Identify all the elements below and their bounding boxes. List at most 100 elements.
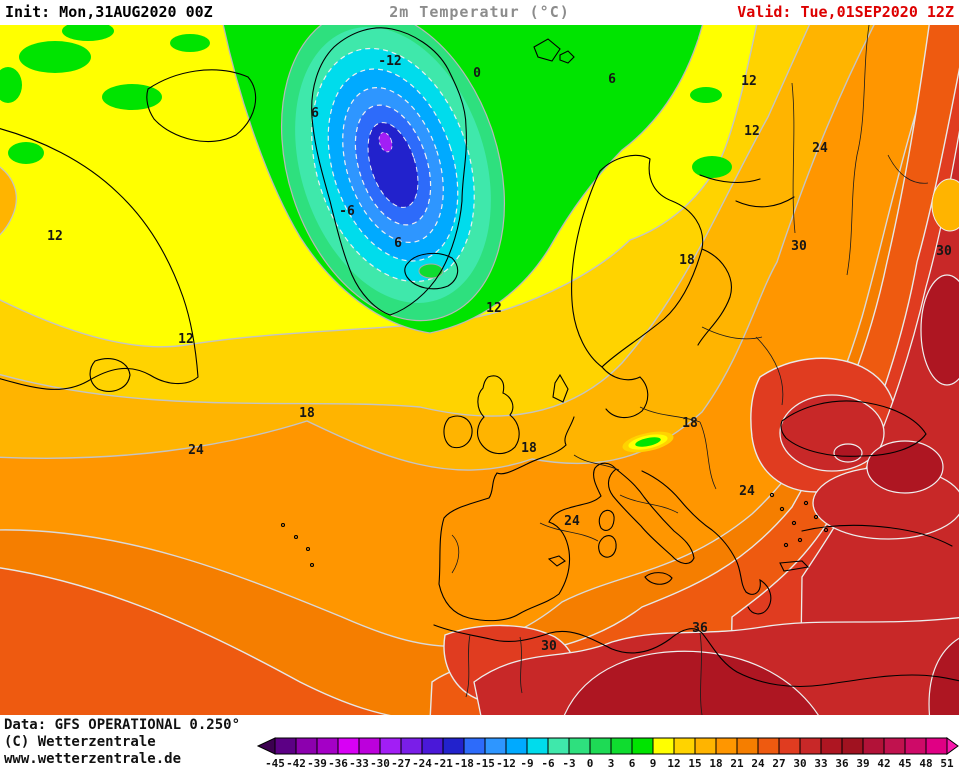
contour-label: 18 xyxy=(679,253,695,268)
colorbar-segment xyxy=(757,737,780,755)
colorbar-tick-label: -30 xyxy=(370,757,390,770)
contour-label: 24 xyxy=(739,484,755,499)
border-lines xyxy=(451,25,929,715)
contour-label: 6 xyxy=(394,236,402,251)
colorbar-segment xyxy=(379,737,402,755)
contour-label: 0 xyxy=(473,66,481,81)
colorbar-tick-label: 12 xyxy=(667,757,680,770)
colorbar-segment xyxy=(673,737,696,755)
valid-time-label: Valid: Tue,01SEP2020 12Z xyxy=(737,3,954,21)
colorbar-segment xyxy=(715,737,738,755)
coastlines xyxy=(0,27,959,687)
contour-label: 12 xyxy=(744,124,760,139)
colorbar-arrow-right xyxy=(946,737,959,755)
colorbar-segment xyxy=(274,737,297,755)
greenland-cold-core xyxy=(280,25,506,322)
colorbar-segment xyxy=(400,737,423,755)
colorbar-segment xyxy=(295,737,318,755)
colorbar-segment xyxy=(463,737,486,755)
colorbar-tick-label: 15 xyxy=(688,757,701,770)
gold-patch-east xyxy=(931,178,959,232)
contour-label: 12 xyxy=(486,301,502,316)
contour-label: 24 xyxy=(564,514,580,529)
website-label: www.wetterzentrale.de xyxy=(4,751,182,767)
colorbar-tick-label: 30 xyxy=(793,757,806,770)
colorbar-tick-label: -36 xyxy=(328,757,348,770)
colorbar-tick-label: 51 xyxy=(940,757,954,770)
colorbar-segment xyxy=(526,737,549,755)
contour-label: -12 xyxy=(378,54,401,69)
contour-label: 12 xyxy=(178,332,194,347)
contour-label: 6 xyxy=(608,72,616,87)
colorbar-tick-label: 24 xyxy=(751,757,765,770)
colorbar-tick-label: -27 xyxy=(391,757,411,770)
contour-label: 36 xyxy=(692,621,708,636)
colorbar-segment xyxy=(736,737,759,755)
colorbar-tick-label: -33 xyxy=(349,757,369,770)
colorbar-segment xyxy=(316,737,339,755)
band-west-wedge xyxy=(0,166,17,236)
init-time-label: Init: Mon,31AUG2020 00Z xyxy=(5,3,213,21)
contour-label: 18 xyxy=(521,441,537,456)
temperature-map: 6 -12 0 -6 6 12 12 6 12 12 24 30 30 12 18 18 24 18 18 24 24 3… xyxy=(0,25,959,715)
contour-label: -6 xyxy=(339,204,355,219)
copyright-label: (C) Wetterzentrale xyxy=(4,734,156,750)
colorbar-segment xyxy=(421,737,444,755)
colorbar-tick-label: -24 xyxy=(412,757,432,770)
colorbar-segment xyxy=(862,737,885,755)
colorbar-tick-label: -9 xyxy=(520,757,533,770)
colorbar-segment xyxy=(652,737,675,755)
colorbar-tick-label: -18 xyxy=(454,757,474,770)
footer-bar: Data: GFS OPERATIONAL 0.250° (C) Wetterz… xyxy=(0,715,959,770)
colorbar-segment xyxy=(841,737,864,755)
colorbar-arrow-left xyxy=(256,737,276,755)
contour-label: 30 xyxy=(791,239,807,254)
colorbar-tick-label: -15 xyxy=(475,757,495,770)
colorbar-tick-label: 21 xyxy=(730,757,744,770)
header-bar: Init: Mon,31AUG2020 00Z 2m Temperatur (°… xyxy=(0,0,959,25)
colorbar-segment xyxy=(358,737,381,755)
colorbar-tick-label: 9 xyxy=(650,757,657,770)
alps-cool-spot xyxy=(622,431,674,453)
iceland-green-patch xyxy=(418,263,444,279)
colorbar-segment xyxy=(484,737,507,755)
contour-label: 24 xyxy=(812,141,828,156)
colorbar-tick-label: 6 xyxy=(629,757,636,770)
contour-label: 18 xyxy=(682,416,698,431)
colorbar-tick-label: 39 xyxy=(856,757,869,770)
chart-title: 2m Temperatur (°C) xyxy=(389,3,570,21)
colorbar-tick-label: 0 xyxy=(587,757,594,770)
colorbar-tick-label: 18 xyxy=(709,757,722,770)
colorbar-segment xyxy=(505,737,528,755)
colorbar-tick-label: 33 xyxy=(814,757,827,770)
colorbar-segment xyxy=(778,737,801,755)
colorbar-tick-label: -21 xyxy=(433,757,453,770)
colorbar-tick-label: -3 xyxy=(562,757,575,770)
data-source-label: Data: GFS OPERATIONAL 0.250° xyxy=(4,717,241,733)
colorbar-tick-label: -12 xyxy=(496,757,516,770)
colorbar-segment xyxy=(925,737,948,755)
band-orange-21 xyxy=(0,32,959,715)
colorbar-segment xyxy=(610,737,633,755)
contour-label: 30 xyxy=(541,639,557,654)
contour-label: 30 xyxy=(936,244,952,259)
colorbar-tick-label: 48 xyxy=(919,757,932,770)
colorbar-segment xyxy=(337,737,360,755)
contour-label: 12 xyxy=(741,74,757,89)
colorbar-tick-label: -39 xyxy=(307,757,327,770)
colorbar-tick-label: 3 xyxy=(608,757,615,770)
colorbar-segment xyxy=(442,737,465,755)
colorbar-segment xyxy=(568,737,591,755)
colorbar-segment xyxy=(589,737,612,755)
contour-label: 12 xyxy=(47,229,63,244)
colorbar-segment xyxy=(883,737,906,755)
colorbar-tick-label: -6 xyxy=(541,757,555,770)
contour-label: 6 xyxy=(311,106,319,121)
band-darkred-33 xyxy=(563,274,959,715)
colorbar-tick-label: 27 xyxy=(772,757,785,770)
colorbar-tick-label: 45 xyxy=(898,757,911,770)
colorbar-segment xyxy=(820,737,843,755)
colorbar-segment xyxy=(904,737,927,755)
colorbar-tick-label: 42 xyxy=(877,757,890,770)
